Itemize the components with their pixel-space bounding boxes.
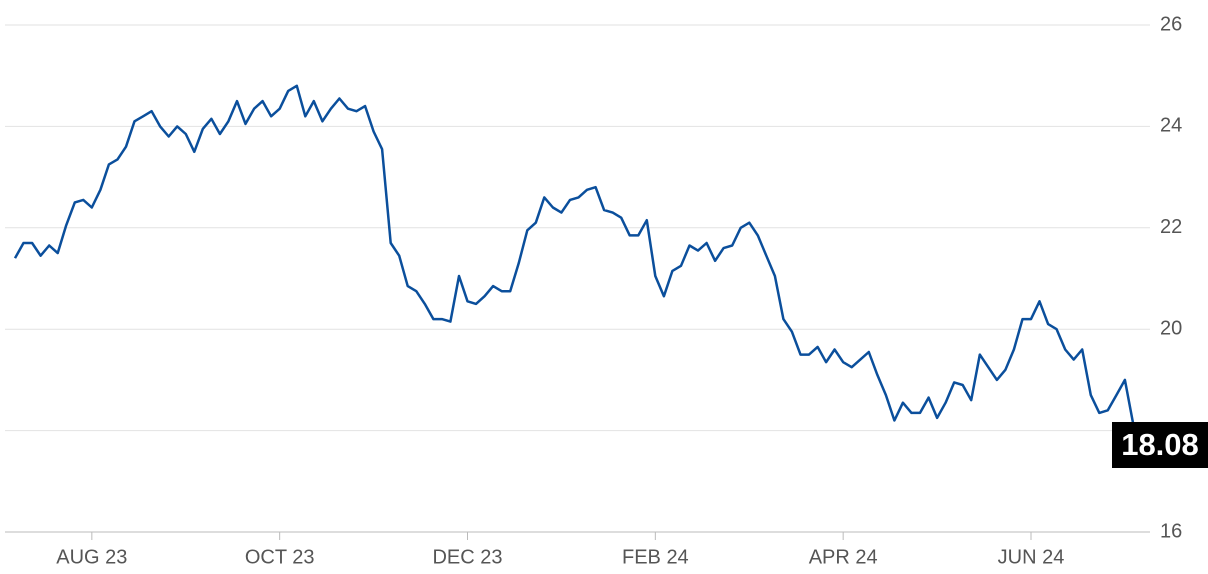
x-tick-label: FEB 24 — [622, 546, 689, 568]
x-tick-label: JUN 24 — [998, 546, 1065, 568]
price-line — [13, 84, 1143, 428]
y-tick-label: 16 — [1160, 520, 1182, 542]
y-tick-label: 20 — [1160, 317, 1182, 339]
last-value-label: 18.08 — [1121, 427, 1199, 462]
y-tick-label: 24 — [1160, 115, 1182, 137]
x-tick-label: AUG 23 — [56, 546, 127, 568]
y-tick-label: 22 — [1160, 216, 1182, 238]
last-value-box — [1112, 422, 1208, 468]
x-tick-label: DEC 23 — [432, 546, 502, 568]
x-tick-label: OCT 23 — [245, 546, 315, 568]
y-tick-label: 26 — [1160, 13, 1182, 35]
x-tick-label: APR 24 — [809, 546, 878, 568]
